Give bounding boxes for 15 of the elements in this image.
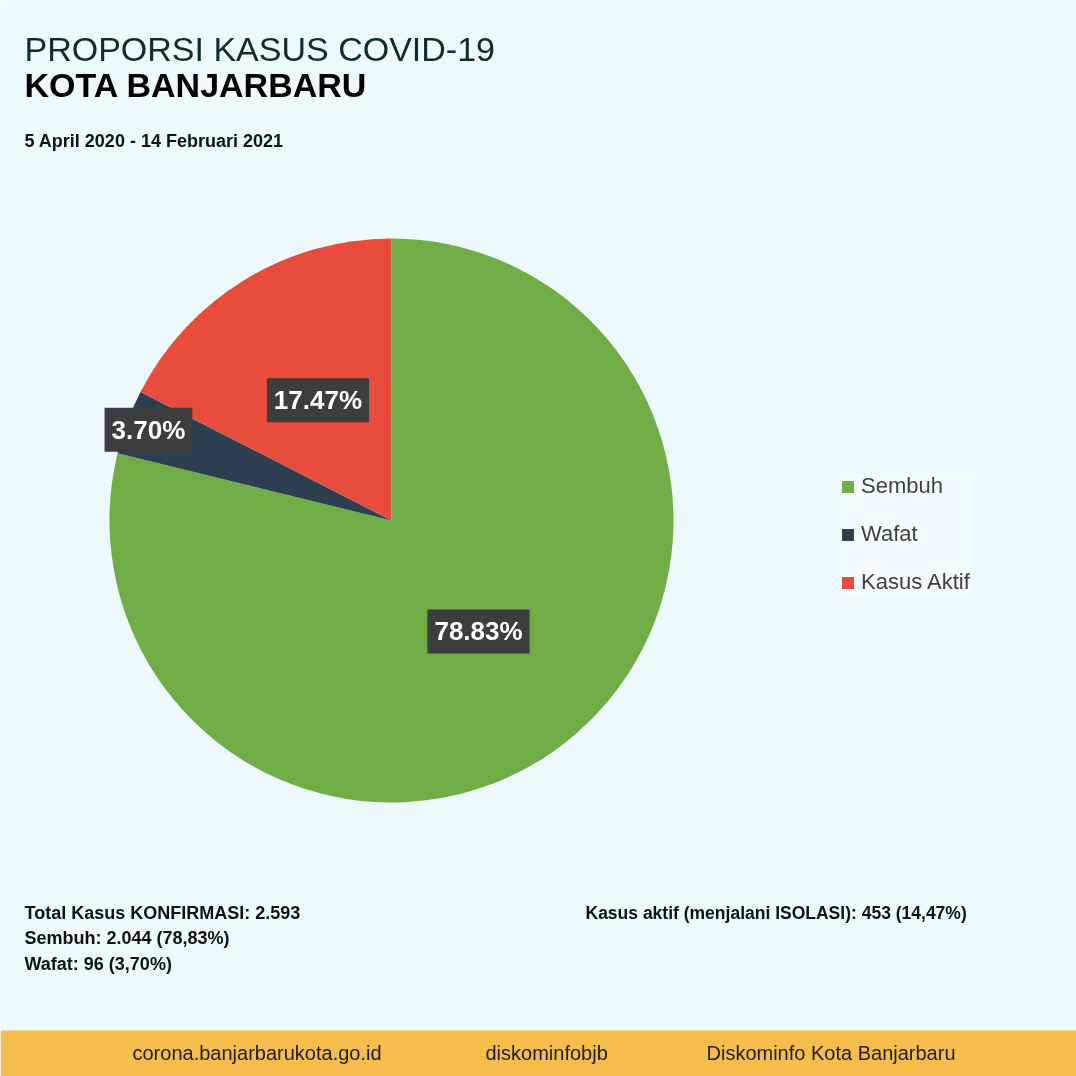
text: Total Kasus KONFIRMASI: 2.593 [24,902,301,923]
data-label: 78.83% [434,616,523,647]
chart-subtitle: 5 April 2020 - 14 Februari 2021 [24,130,283,151]
legend-label: Wafat [861,521,918,547]
text: diskominfobjb [485,1041,608,1064]
data-label: 17.47% [273,385,363,416]
text: Sembuh: 2.044 (78,83%) [24,928,230,948]
data-label: 3.70% [111,414,186,445]
text: Kasus aktif (menjalani ISOLASI): 453 (14,47%) [585,902,967,923]
text: Wafat: 96 (3,70%) [24,953,172,974]
text: Diskominfo Kota Banjarbaru [706,1041,956,1064]
legend-label: Sembuh [861,473,943,499]
legend-label: Kasus Aktif [861,569,970,595]
text: corona.banjarbarukota.go.id [132,1041,382,1064]
chart-title: PROPORSI KASUS COVID-19 KOTA BANJARBARU [24,29,495,104]
